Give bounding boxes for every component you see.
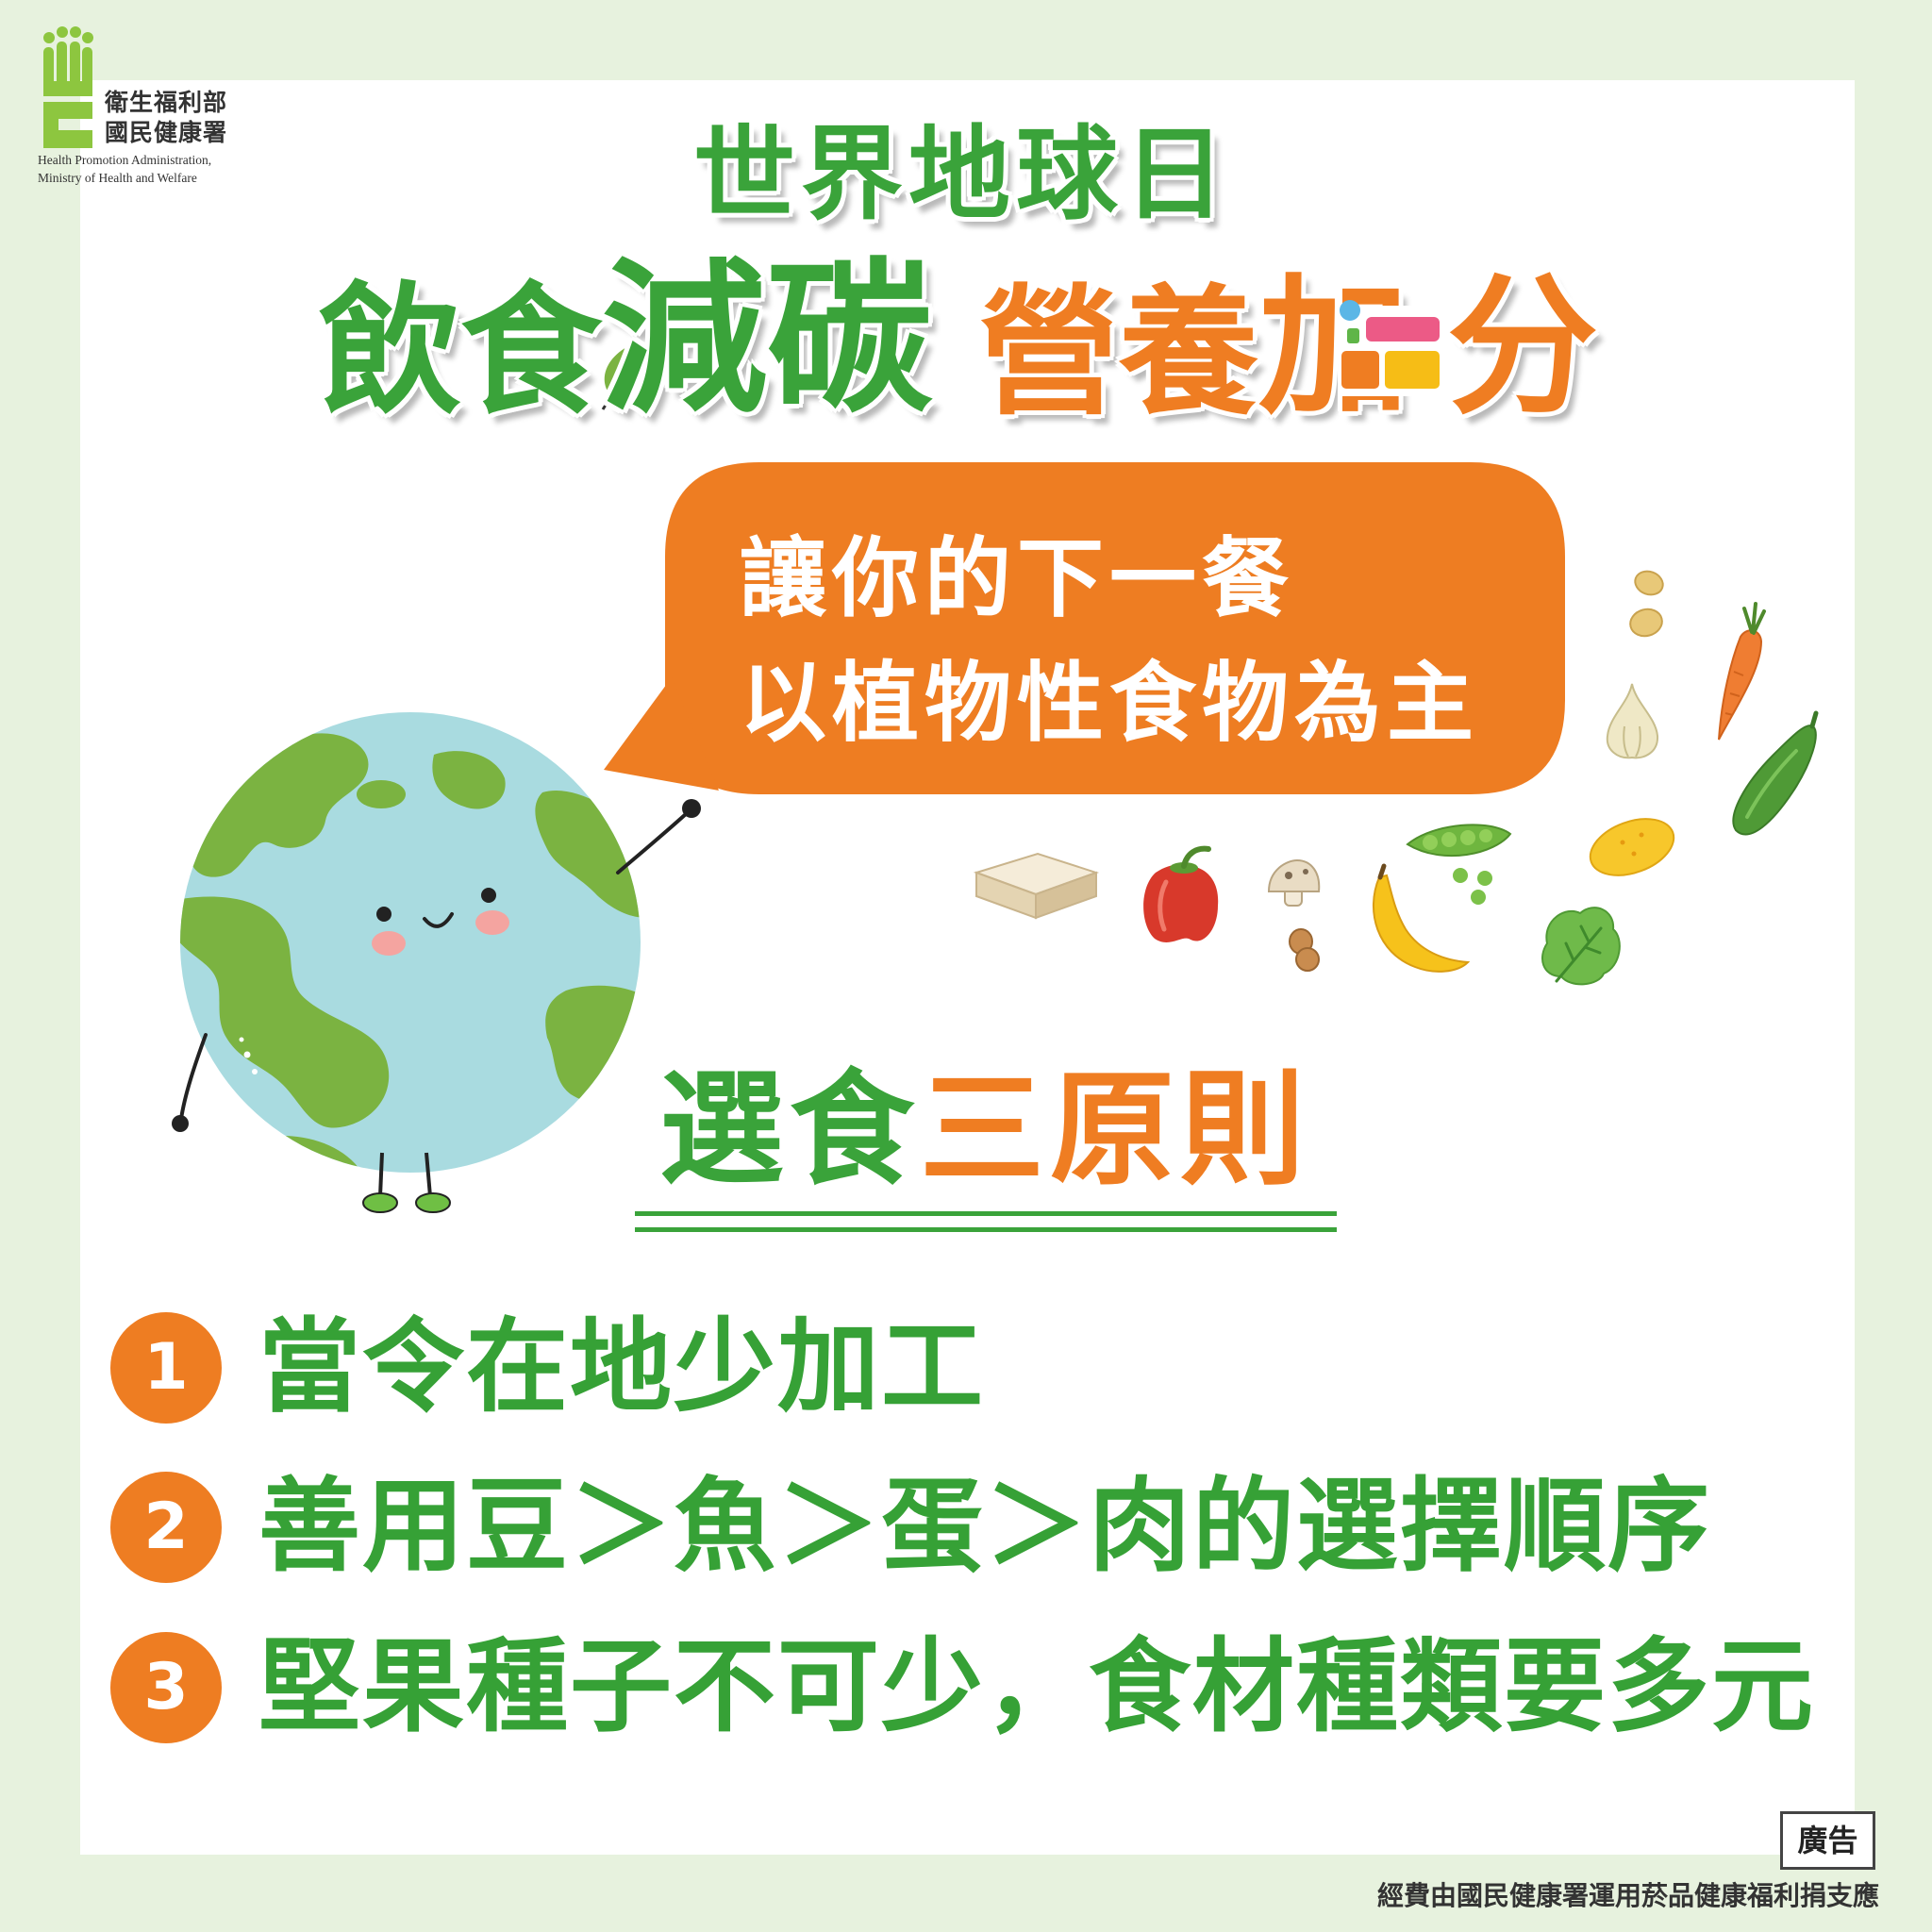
- subtitle-part-4-wrapper: 加: [1258, 272, 1447, 423]
- tofu-icon: [973, 852, 1100, 920]
- org-name-zh-1: 衛生福利部: [105, 89, 228, 116]
- subtitle-part-2: 減碳: [602, 244, 932, 436]
- item-number-badge: 2: [110, 1472, 222, 1583]
- subtitle-part-3: 營養: [979, 272, 1258, 434]
- page-title: 世界地球日: [692, 116, 1231, 234]
- beans-icon: [1629, 570, 1664, 638]
- lettuce-icon: [1541, 907, 1621, 986]
- garlic-icon: [1606, 683, 1659, 759]
- ad-label: 廣告: [1780, 1811, 1875, 1870]
- speech-bubble: [604, 462, 1565, 794]
- subtitle-part-5: 分: [1447, 258, 1599, 435]
- item-text: 當令在地少加工: [258, 1308, 986, 1426]
- peanut-icon: [1289, 928, 1320, 972]
- bubble-line-1: 讓你的下一餐: [740, 528, 1295, 629]
- principles-heading-orange: 三原則: [920, 1058, 1310, 1203]
- list-item: 2 善用豆＞魚＞蛋＞肉的選擇順序: [110, 1471, 1711, 1584]
- blue-dot-icon: [1340, 300, 1360, 321]
- orange-block-icon: [1341, 351, 1379, 389]
- red-pepper-icon: [1143, 845, 1219, 942]
- item-number-badge: 1: [110, 1312, 222, 1424]
- principles-heading: 選食三原則: [659, 1068, 1310, 1192]
- mushroom-icon: [1267, 858, 1321, 907]
- hpa-logo-icon: [43, 26, 93, 148]
- funding-footer: 經費由國民健康署運用菸品健康福利捐支應: [1376, 1880, 1879, 1911]
- list-item: 3 堅果種子不可少，食材種類要多元: [110, 1631, 1815, 1744]
- carrot-icon: [1718, 602, 1766, 741]
- principles-heading-green: 選食: [659, 1058, 920, 1203]
- org-name-zh-2: 國民健康署: [105, 119, 228, 146]
- earth-character-icon: [172, 712, 701, 1213]
- pink-block-icon: [1366, 317, 1440, 341]
- pea-pod-icon: [1406, 824, 1512, 905]
- subtitle-part-1: 飲食: [318, 270, 602, 434]
- list-item: 1 當令在地少加工: [110, 1311, 985, 1424]
- green-block-icon: [1347, 328, 1359, 343]
- page-subtitle: 飲食 減碳 營養 加 分: [0, 253, 1917, 423]
- org-name-en-1: Health Promotion Administration,: [38, 153, 212, 167]
- leaf-icon: [601, 345, 634, 410]
- yellow-block-icon: [1385, 351, 1440, 389]
- lemon-icon: [1589, 818, 1675, 876]
- cucumber-icon: [1732, 710, 1819, 836]
- heading-underline-2: [635, 1227, 1337, 1232]
- org-name-en-2: Ministry of Health and Welfare: [38, 171, 197, 185]
- banana-icon: [1372, 863, 1471, 973]
- item-text: 堅果種子不可少，食材種類要多元: [258, 1628, 1816, 1746]
- heading-underline-1: [635, 1211, 1337, 1216]
- item-number-badge: 3: [110, 1632, 222, 1743]
- bubble-line-2: 以植物性食物為主: [740, 653, 1480, 754]
- item-text: 善用豆＞魚＞蛋＞肉的選擇順序: [258, 1468, 1712, 1586]
